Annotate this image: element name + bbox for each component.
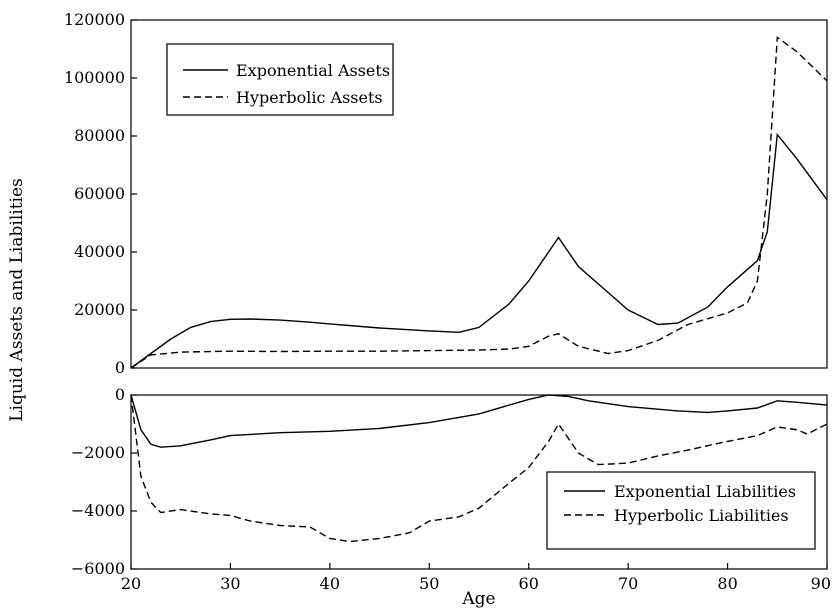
assets-y-tick-label-2: 40000 <box>74 242 125 261</box>
liabilities-y-tick-label-0: 0 <box>115 385 125 404</box>
series-line-hyperbolic-liabilities <box>130 394 828 543</box>
x-tick-label-2: 40 <box>320 574 340 593</box>
x-axis-title: Age <box>461 589 495 609</box>
x-tick-label-5: 70 <box>618 574 638 593</box>
legend-label-exponential-liabilities: Exponential Liabilities <box>614 482 796 501</box>
legend-label-hyperbolic-liabilities: Hyperbolic Liabilities <box>614 506 789 525</box>
x-tick-label-1: 30 <box>220 574 240 593</box>
series-line-hyperbolic-assets <box>130 36 828 369</box>
assets-y-tick-label-3: 60000 <box>74 184 125 203</box>
series-line-exponential-liabilities <box>130 394 828 448</box>
assets-legend-box <box>166 43 394 116</box>
x-tick-label-4: 60 <box>519 574 539 593</box>
assets-y-tick-label-0: 0 <box>115 358 125 377</box>
x-tick-label-7: 90 <box>811 574 831 593</box>
y-axis-title: Liquid Assets and Liabilities <box>7 178 27 422</box>
liabilities-y-tick-label-1: −2000 <box>71 443 125 462</box>
assets-y-tick-label-1: 20000 <box>74 300 125 319</box>
assets-y-tick-label-6: 120000 <box>64 10 125 29</box>
legend-label-hyperbolic-assets: Hyperbolic Assets <box>236 88 383 107</box>
assets-y-tick-label-4: 80000 <box>74 126 125 145</box>
liabilities-panel-frame <box>130 394 828 570</box>
liabilities-y-tick-label-2: −4000 <box>71 501 125 520</box>
assets-y-tick-label-5: 100000 <box>64 68 125 87</box>
x-tick-label-6: 80 <box>717 574 737 593</box>
legend-label-exponential-assets: Exponential Assets <box>236 61 390 80</box>
liabilities-legend-box <box>546 471 816 550</box>
series-line-exponential-assets <box>130 132 828 369</box>
x-tick-label-0: 20 <box>121 574 141 593</box>
x-tick-label-3: 50 <box>419 574 439 593</box>
assets-legend: Exponential Assets Hyperbolic Assets <box>166 43 394 116</box>
chart-marks: 0 20000 40000 60000 80000 100000 120000 0 −2000 −… <box>64 10 831 593</box>
liabilities-legend: Exponential Liabilities Hyperbolic Liabi… <box>546 471 816 550</box>
liabilities-y-tick-label-3: −6000 <box>71 559 125 578</box>
